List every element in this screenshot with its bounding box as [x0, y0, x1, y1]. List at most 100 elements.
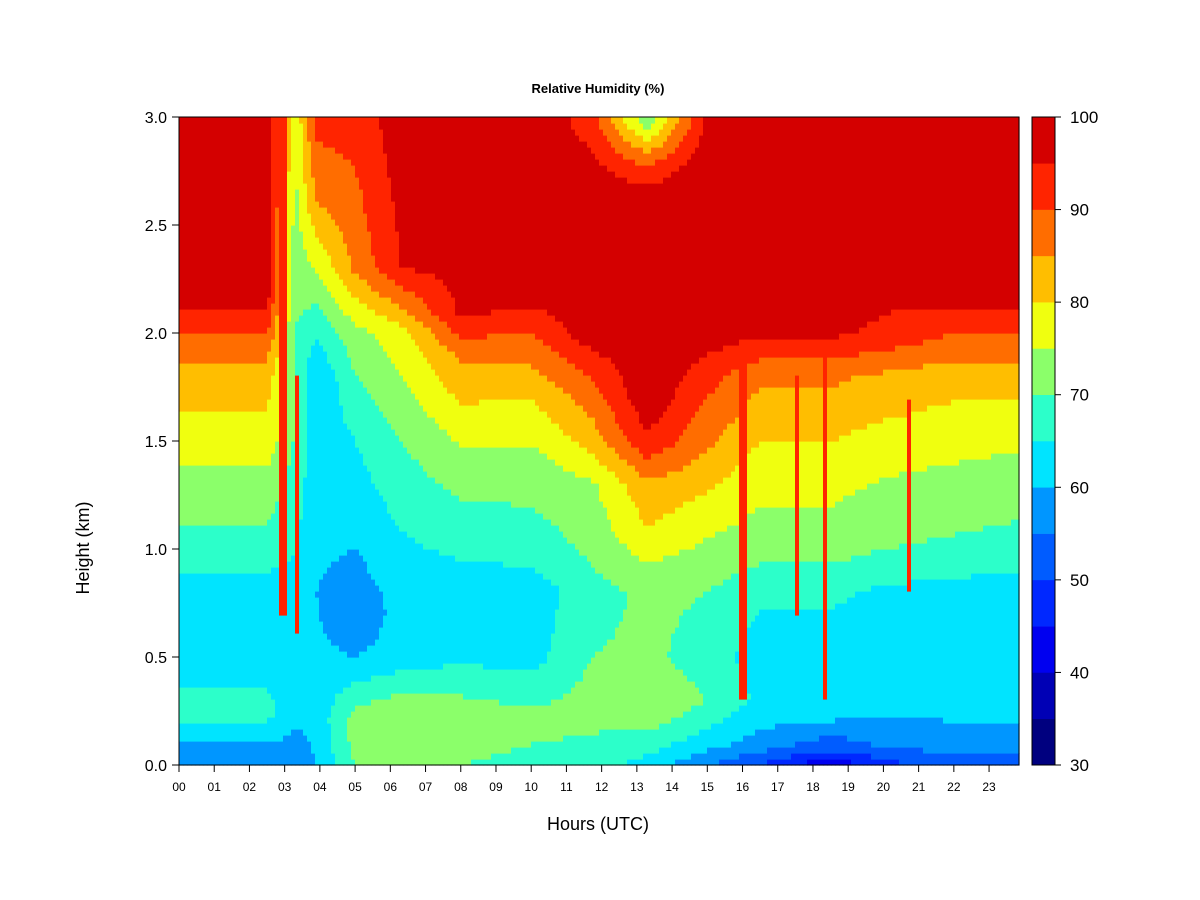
heatmap-cell	[551, 381, 556, 424]
colorbar-band	[1032, 579, 1055, 627]
heatmap-cell	[911, 717, 916, 748]
heatmap-cell	[247, 363, 252, 412]
heatmap-cell	[967, 753, 972, 766]
heatmap-cell	[235, 465, 240, 526]
heatmap-cell	[223, 723, 228, 742]
heatmap-cell	[483, 315, 488, 340]
heatmap-cell	[567, 693, 572, 736]
heatmap-cell	[987, 459, 992, 526]
heatmap-cell	[555, 585, 560, 610]
heatmap-cell	[475, 561, 480, 664]
heatmap-cell	[439, 429, 444, 484]
heatmap-cell	[431, 669, 436, 694]
heatmap-cell	[859, 351, 864, 376]
heatmap-cell	[823, 699, 828, 724]
heatmap-cell	[467, 363, 472, 406]
heatmap-cell	[707, 729, 712, 748]
heatmap-cell	[211, 573, 216, 688]
heatmap-cell	[223, 573, 228, 688]
heatmap-cell	[843, 333, 848, 358]
heatmap-cell	[495, 117, 500, 310]
heatmap-cell	[195, 525, 200, 574]
heatmap-cell	[199, 687, 204, 724]
heatmap-cell	[479, 363, 484, 400]
heatmap-cell	[367, 117, 372, 232]
heatmap-cell	[815, 339, 820, 358]
heatmap-cell	[615, 369, 620, 424]
heatmap-cell	[623, 459, 628, 484]
heatmap-cell	[755, 393, 760, 448]
heatmap-cell	[459, 363, 464, 406]
heatmap-cell	[903, 585, 908, 718]
heatmap-cell	[347, 657, 352, 688]
heatmap-cell	[939, 537, 944, 580]
heatmap-cell	[427, 477, 432, 550]
heatmap-cell	[655, 477, 660, 520]
heatmap-cell	[679, 507, 684, 550]
heatmap-cell	[983, 573, 988, 724]
heatmap-cell	[463, 363, 468, 406]
heatmap-cell	[579, 477, 584, 556]
heatmap-cell	[275, 441, 280, 502]
heatmap-cell	[1003, 525, 1008, 574]
heatmap-cell	[847, 435, 852, 496]
heatmap-cell	[695, 735, 700, 754]
y-axis-label: Height (km)	[73, 501, 93, 594]
heatmap-cell	[967, 459, 972, 532]
heatmap-cell	[951, 753, 956, 766]
heatmap-cell	[503, 669, 508, 706]
heatmap-cell	[979, 363, 984, 400]
heatmap-cell	[211, 723, 216, 742]
heatmap-cell	[627, 465, 632, 496]
heatmap-cell	[191, 741, 196, 766]
heatmap-cell	[859, 117, 864, 328]
heatmap-cell	[383, 675, 388, 700]
heatmap-cell	[319, 279, 324, 310]
heatmap-cell	[263, 411, 268, 466]
heatmap-cell	[779, 339, 784, 358]
heatmap-cell	[1015, 753, 1020, 766]
heatmap-cell	[591, 351, 596, 382]
heatmap-cell	[843, 381, 848, 436]
heatmap-cell	[539, 741, 544, 766]
heatmap-cell	[607, 171, 612, 358]
heatmap-cell	[679, 471, 684, 508]
heatmap-cell	[607, 447, 612, 472]
heatmap-cell	[263, 723, 268, 742]
heatmap-cell	[699, 693, 704, 706]
heatmap-cell	[379, 699, 384, 766]
heatmap-cell	[979, 309, 984, 334]
heatmap-cell	[679, 759, 684, 766]
heatmap-cell	[643, 477, 648, 526]
heatmap-cell	[907, 717, 912, 748]
heatmap-cell	[871, 483, 876, 550]
heatmap-cell	[735, 417, 740, 466]
heatmap-cell	[895, 117, 900, 310]
heatmap-cell	[719, 117, 724, 352]
heatmap-cell	[343, 651, 348, 688]
heatmap-cell	[943, 753, 948, 766]
heatmap-cell	[903, 717, 908, 748]
heatmap-cell	[911, 471, 916, 544]
heatmap-cell	[463, 117, 468, 316]
heatmap-cell	[563, 393, 568, 436]
heatmap-cell	[555, 117, 560, 322]
colorbar-band	[1032, 302, 1055, 349]
heatmap-cell	[223, 117, 228, 310]
heatmap-cell	[519, 705, 524, 748]
heatmap-cell	[915, 543, 920, 580]
heatmap-cell	[695, 687, 700, 706]
heatmap-cell	[203, 333, 208, 364]
heatmap-cell	[887, 717, 892, 748]
heatmap-cell	[871, 717, 876, 748]
heatmap-cell	[407, 453, 412, 538]
heatmap-cell	[511, 447, 516, 508]
y-tick-label: 2.5	[145, 218, 167, 235]
heatmap-cell	[811, 507, 816, 562]
heatmap-cell	[851, 117, 856, 334]
heatmap-cell	[831, 507, 836, 562]
heatmap-cell	[675, 441, 680, 472]
heatmap-cell	[739, 753, 744, 766]
heatmap-cell	[887, 759, 892, 766]
heatmap-cell	[495, 309, 500, 334]
